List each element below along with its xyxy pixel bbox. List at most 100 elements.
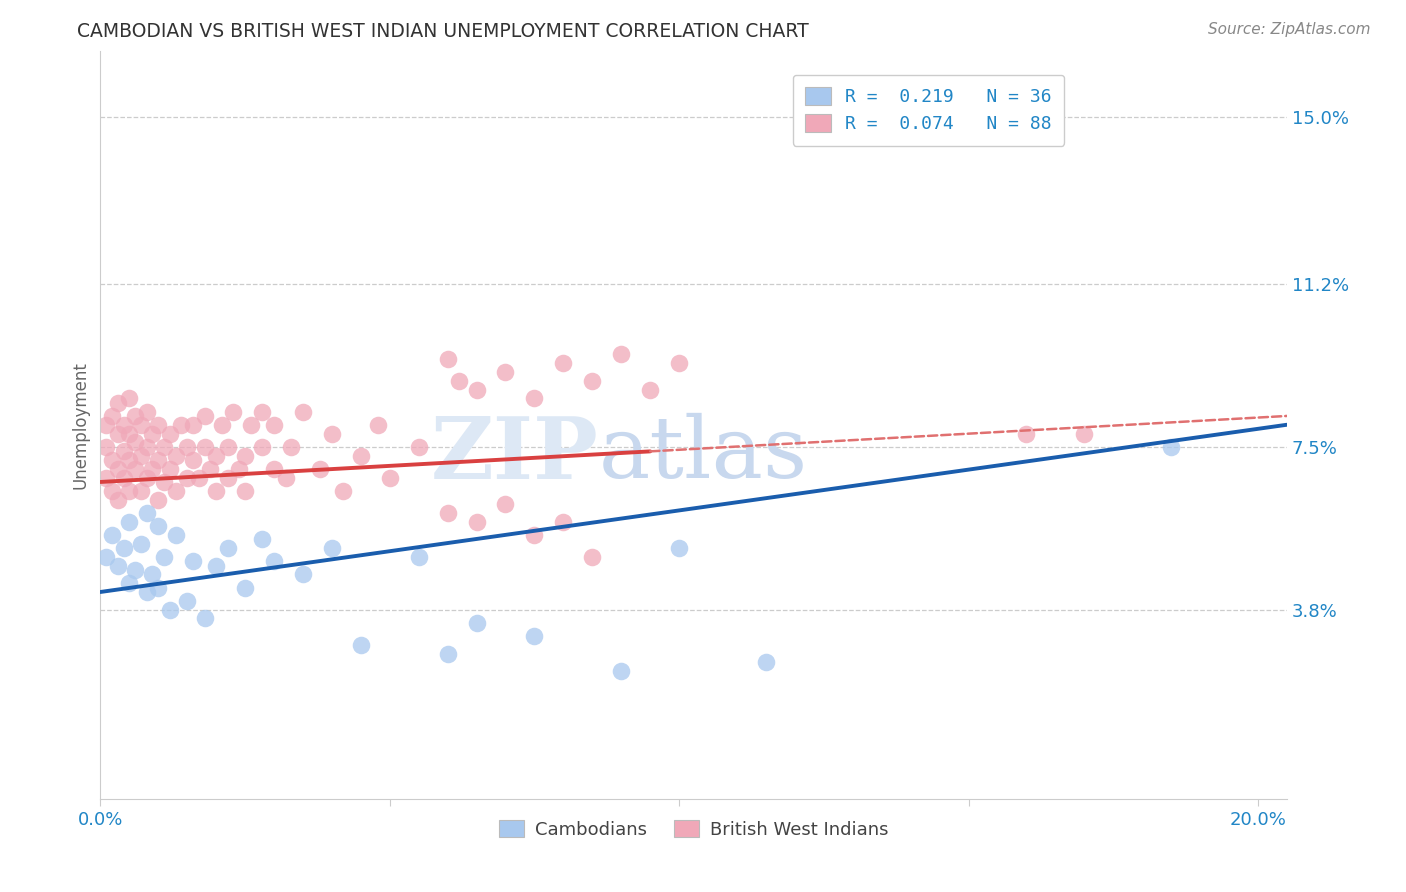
Point (205, 449, 228, 463)
Point (211, 417, 233, 432)
Point (159, 426, 181, 441)
Point (274, 470, 297, 484)
Point (465, 615, 488, 630)
Point (94, 470, 117, 484)
Point (176, 594, 198, 608)
Point (378, 470, 401, 484)
Point (291, 404, 314, 418)
Point (94, 417, 117, 432)
Point (153, 549, 176, 564)
Point (465, 383, 488, 397)
Point (153, 475, 176, 489)
Point (252, 532, 274, 546)
Point (181, 417, 204, 432)
Point (200, 462, 222, 476)
Point (233, 581, 256, 595)
Point (135, 506, 157, 520)
Point (165, 483, 187, 498)
Point (118, 515, 141, 529)
Point (107, 558, 129, 573)
Text: atlas: atlas (599, 413, 808, 496)
Point (408, 549, 430, 564)
Point (553, 515, 575, 529)
Point (553, 356, 575, 370)
Point (610, 347, 633, 361)
Point (165, 528, 187, 542)
Point (165, 449, 187, 463)
Y-axis label: Unemployment: Unemployment (72, 361, 89, 489)
Point (1015, 426, 1038, 441)
Point (523, 528, 546, 542)
Point (581, 549, 603, 564)
Point (170, 417, 193, 432)
Point (755, 656, 778, 670)
Point (118, 576, 141, 591)
Point (523, 392, 546, 406)
Point (465, 515, 488, 529)
Point (129, 483, 152, 498)
Point (101, 483, 124, 498)
Point (193, 611, 215, 625)
Point (94, 440, 117, 454)
Point (148, 453, 170, 467)
Point (222, 404, 245, 418)
Point (263, 417, 285, 432)
Point (118, 426, 141, 441)
Point (581, 374, 603, 388)
Point (148, 581, 170, 595)
Point (107, 396, 129, 410)
Point (141, 567, 163, 582)
Point (263, 554, 285, 568)
Point (107, 492, 129, 507)
Point (436, 506, 458, 520)
Point (135, 404, 157, 418)
Point (217, 541, 239, 555)
Point (436, 351, 458, 366)
Point (228, 462, 250, 476)
Point (321, 541, 343, 555)
Point (141, 462, 163, 476)
Point (153, 440, 176, 454)
Point (107, 426, 129, 441)
Point (367, 417, 389, 432)
Text: ZIP: ZIP (430, 413, 599, 497)
Point (135, 440, 157, 454)
Point (101, 528, 124, 542)
Point (332, 483, 354, 498)
Point (233, 483, 256, 498)
Point (263, 462, 285, 476)
Point (233, 449, 256, 463)
Point (321, 426, 343, 441)
Point (141, 426, 163, 441)
Point (148, 519, 170, 533)
Point (309, 462, 332, 476)
Point (668, 356, 690, 370)
Point (159, 602, 181, 616)
Point (1015, 119, 1038, 133)
Point (112, 541, 135, 555)
Point (129, 449, 152, 463)
Point (135, 585, 157, 599)
Point (129, 536, 152, 550)
Point (193, 440, 215, 454)
Point (436, 647, 458, 661)
Point (523, 629, 546, 643)
Point (1160, 440, 1182, 454)
Point (124, 563, 146, 577)
Point (148, 417, 170, 432)
Point (1073, 426, 1095, 441)
Point (107, 462, 129, 476)
Point (668, 541, 690, 555)
Point (148, 492, 170, 507)
Point (124, 462, 146, 476)
Point (135, 470, 157, 484)
Point (187, 470, 209, 484)
Point (129, 417, 152, 432)
Point (217, 440, 239, 454)
Point (638, 383, 661, 397)
Point (495, 497, 517, 511)
Text: Source: ZipAtlas.com: Source: ZipAtlas.com (1208, 22, 1371, 37)
Point (408, 440, 430, 454)
Point (350, 449, 373, 463)
Point (239, 417, 262, 432)
